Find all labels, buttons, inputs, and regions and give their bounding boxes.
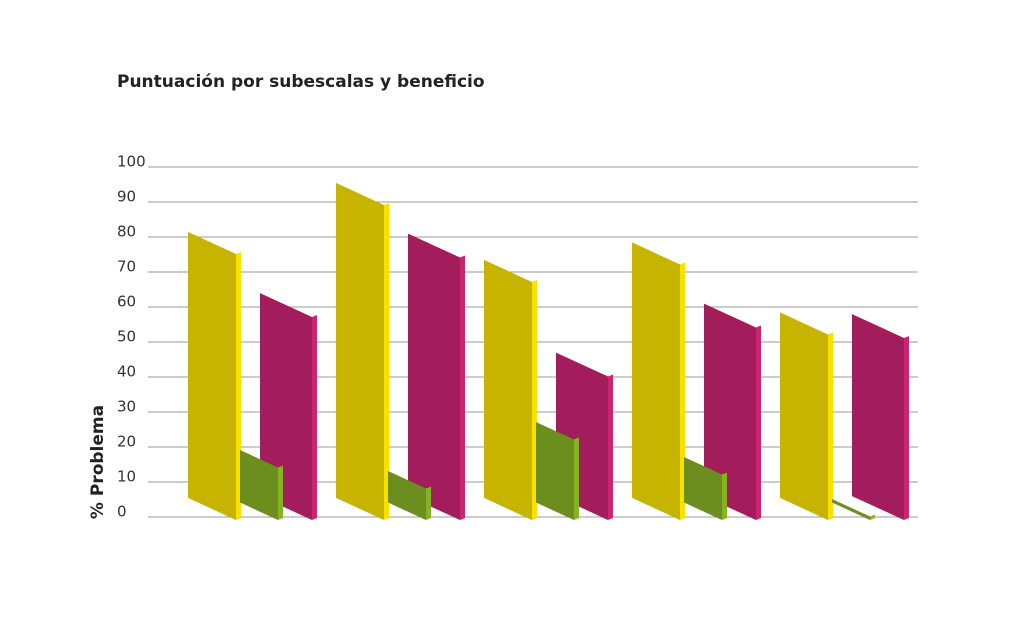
bar-side (236, 252, 241, 520)
bar-side (574, 437, 579, 520)
bar-front (336, 182, 384, 521)
bar-side (828, 332, 833, 520)
y-tick-label: 80 (117, 223, 136, 241)
bar (684, 457, 727, 520)
bar-side (460, 255, 465, 520)
y-axis-label: % Problema (88, 405, 108, 519)
bar-front (536, 422, 574, 520)
bar-side (680, 262, 685, 520)
bar-front (632, 242, 680, 521)
bar-front (684, 457, 722, 520)
y-tick-label: 100 (117, 153, 146, 171)
bar-side (532, 280, 537, 520)
bar-front (780, 312, 828, 520)
y-tick-label: 0 (117, 503, 127, 521)
y-tick-label: 60 (117, 293, 136, 311)
bar-side (870, 514, 875, 520)
bar-side (426, 486, 431, 520)
y-tick-label: 30 (117, 398, 136, 416)
bar (484, 259, 537, 520)
y-tick-label: 50 (117, 328, 136, 346)
bar (260, 293, 317, 520)
chart-title: Puntuación por subescalas y beneficio (117, 72, 485, 92)
bar-front (240, 450, 278, 520)
bar (780, 312, 833, 520)
y-tick-label: 40 (117, 363, 136, 381)
y-tick-label: 20 (117, 433, 136, 451)
y-tick-label: 90 (117, 188, 136, 206)
bar-side (608, 374, 613, 520)
bar (832, 499, 875, 520)
bar-side (278, 465, 283, 520)
bar-front (188, 231, 236, 521)
bar-side (384, 203, 389, 520)
bar (704, 303, 761, 520)
bar (240, 450, 283, 520)
bar (852, 314, 909, 520)
bar-side (904, 336, 909, 520)
bar-front (484, 259, 532, 520)
bar-front (260, 293, 312, 520)
bar (188, 231, 241, 521)
bar-side (312, 315, 317, 520)
bar-front (408, 233, 460, 520)
bar (536, 422, 579, 520)
bars (188, 182, 909, 521)
bar-side (756, 325, 761, 520)
bar-front (704, 303, 756, 520)
bar-front (852, 314, 904, 520)
bar (632, 242, 685, 521)
y-tick-label: 70 (117, 258, 136, 276)
bar (388, 471, 431, 520)
bar (336, 182, 389, 521)
bar (408, 233, 465, 520)
bar-side (722, 472, 727, 520)
bar-front (388, 471, 426, 520)
y-tick-label: 10 (117, 468, 136, 486)
bar-front (832, 499, 870, 520)
